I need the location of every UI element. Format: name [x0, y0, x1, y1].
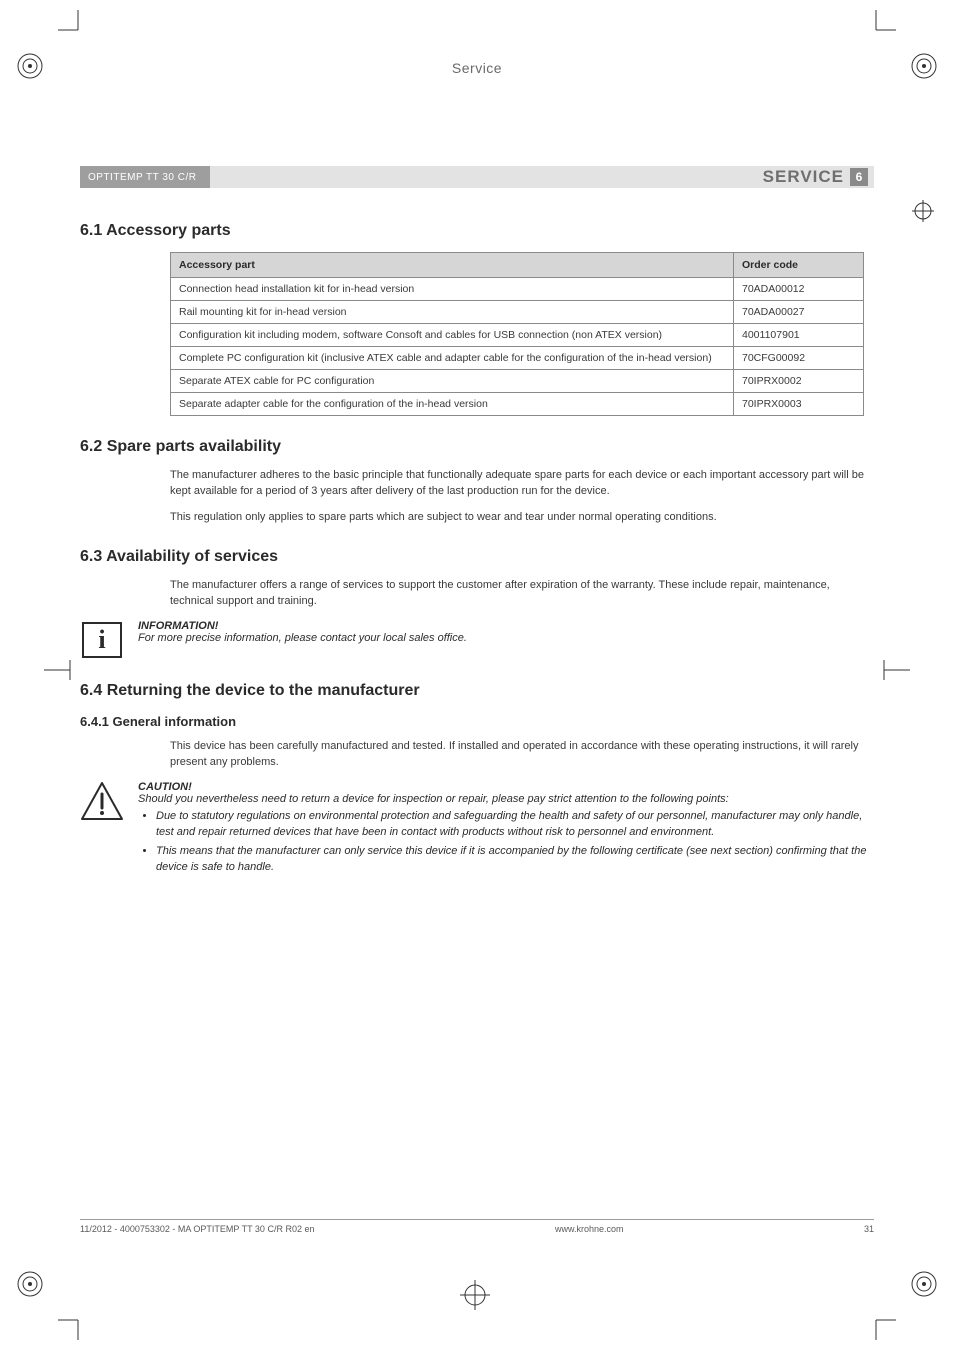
cell: Rail mounting kit for in-head version: [171, 301, 734, 324]
s62-p2: This regulation only applies to spare pa…: [170, 510, 864, 526]
cell: Separate adapter cable for the configura…: [171, 393, 734, 416]
cell: Separate ATEX cable for PC configuration: [171, 370, 734, 393]
s63-p1: The manufacturer offers a range of servi…: [170, 578, 864, 610]
information-callout: i INFORMATION! For more precise informat…: [80, 620, 874, 660]
caution-bullet: This means that the manufacturer can onl…: [156, 844, 874, 876]
cell: 70ADA00027: [734, 301, 864, 324]
page-content: Service OPTITEMP TT 30 C/R SERVICE 6 6.1…: [80, 60, 874, 880]
chapter-label: Service: [80, 60, 874, 76]
info-head: INFORMATION!: [138, 620, 467, 632]
cell: 70CFG00092: [734, 347, 864, 370]
section-6-2-title: 6.2 Spare parts availability: [80, 438, 874, 456]
section-6-1-title: 6.1 Accessory parts: [80, 222, 874, 240]
section-6-4-1-title: 6.4.1 General information: [80, 714, 874, 729]
cell: 70IPRX0002: [734, 370, 864, 393]
section-6-3-title: 6.3 Availability of services: [80, 548, 874, 566]
header-number: 6: [850, 168, 868, 186]
caution-icon: [80, 781, 124, 821]
table-row: Connection head installation kit for in-…: [171, 278, 864, 301]
page-footer: 11/2012 - 4000753302 - MA OPTITEMP TT 30…: [80, 1219, 874, 1234]
footer-right: 31: [864, 1224, 874, 1234]
footer-center: www.krohne.com: [555, 1224, 624, 1234]
table-row: Separate ATEX cable for PC configuration…: [171, 370, 864, 393]
header-title: SERVICE: [763, 167, 844, 187]
table-header-code: Order code: [734, 253, 864, 278]
table-row: Rail mounting kit for in-head version70A…: [171, 301, 864, 324]
product-tab: OPTITEMP TT 30 C/R: [80, 166, 210, 188]
table-row: Configuration kit including modem, softw…: [171, 324, 864, 347]
header-bar: OPTITEMP TT 30 C/R SERVICE 6: [80, 166, 874, 188]
caution-head: CAUTION!: [138, 781, 874, 793]
header-right: SERVICE 6: [763, 166, 874, 188]
cell: 70ADA00012: [734, 278, 864, 301]
caution-bullet: Due to statutory regulations on environm…: [156, 809, 874, 841]
cell: Connection head installation kit for in-…: [171, 278, 734, 301]
header-spacer: [210, 166, 763, 188]
cell: Complete PC configuration kit (inclusive…: [171, 347, 734, 370]
caution-intro: Should you nevertheless need to return a…: [138, 793, 874, 805]
s62-p1: The manufacturer adheres to the basic pr…: [170, 468, 864, 500]
section-6-4-title: 6.4 Returning the device to the manufact…: [80, 682, 874, 700]
info-body: For more precise information, please con…: [138, 632, 467, 644]
footer-left: 11/2012 - 4000753302 - MA OPTITEMP TT 30…: [80, 1224, 314, 1234]
table-header-part: Accessory part: [171, 253, 734, 278]
cell: 70IPRX0003: [734, 393, 864, 416]
cell: Configuration kit including modem, softw…: [171, 324, 734, 347]
table-row: Complete PC configuration kit (inclusive…: [171, 347, 864, 370]
caution-callout: CAUTION! Should you nevertheless need to…: [80, 781, 874, 881]
info-icon: i: [82, 622, 122, 658]
s641-p1: This device has been carefully manufactu…: [170, 739, 864, 771]
cell: 4001107901: [734, 324, 864, 347]
accessory-table: Accessory part Order code Connection hea…: [170, 252, 864, 416]
table-row: Separate adapter cable for the configura…: [171, 393, 864, 416]
